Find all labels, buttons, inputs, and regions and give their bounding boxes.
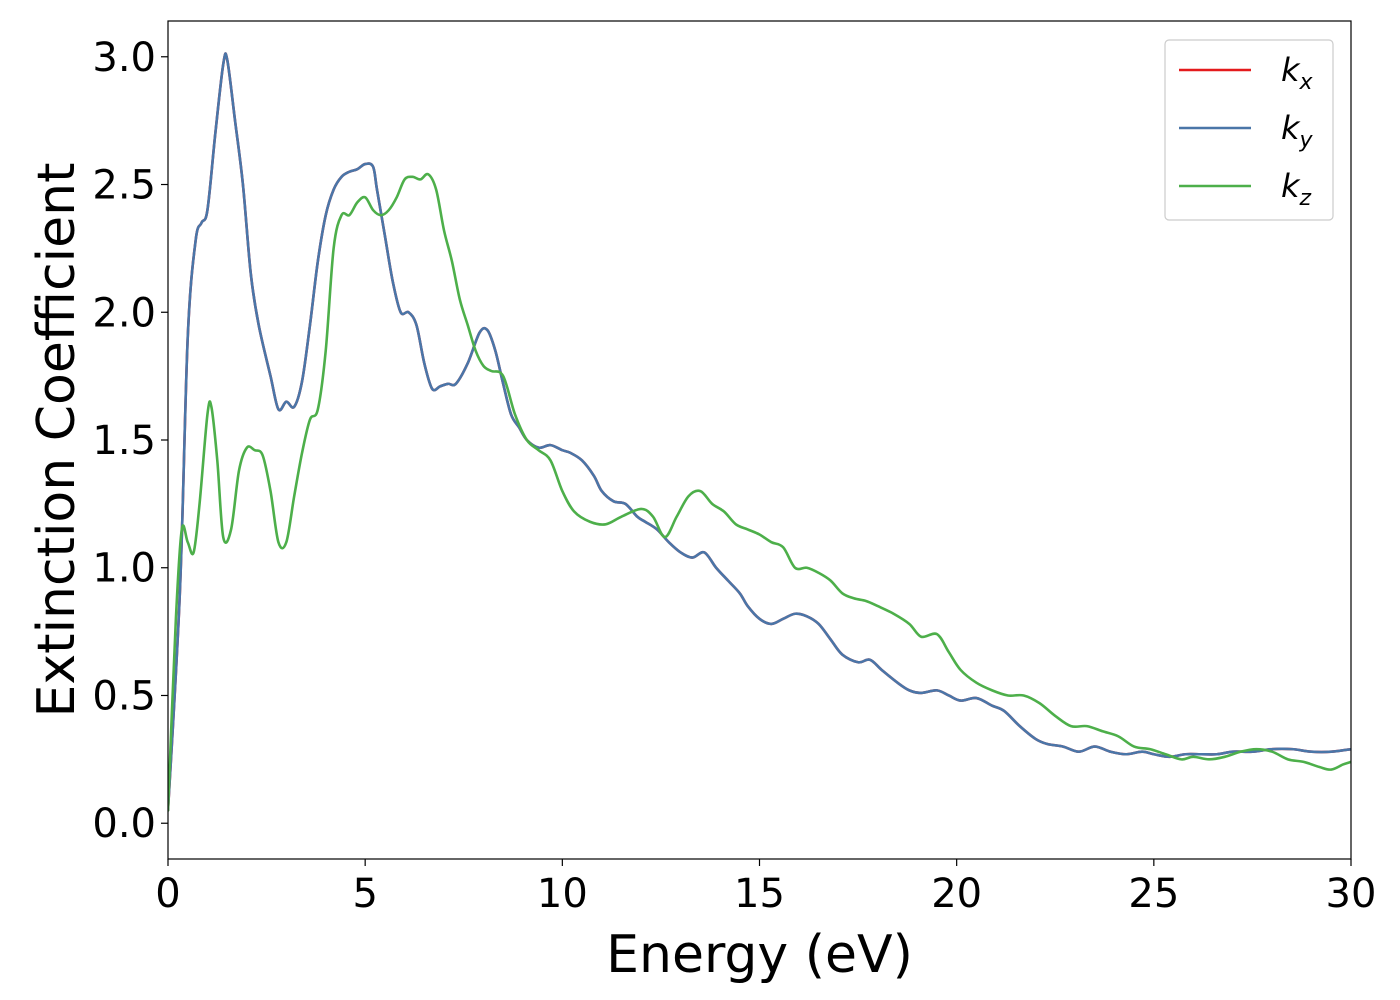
series-line-ky <box>168 52 1351 812</box>
y-tick-label: 1.0 <box>92 546 156 592</box>
x-tick-label: 15 <box>734 871 785 917</box>
y-tick-label: 0.5 <box>92 673 156 719</box>
x-tick-label: 0 <box>155 871 180 917</box>
legend-box <box>1164 39 1334 221</box>
legend-label-kx: kx <box>1281 51 1314 95</box>
x-tick-label: 10 <box>537 871 588 917</box>
x-axis-label: Energy (eV) <box>606 925 913 985</box>
y-tick-label: 2.5 <box>92 163 156 209</box>
y-tick-label: 2.0 <box>92 290 156 336</box>
y-tick-label: 0.0 <box>92 801 156 847</box>
series-line-kz <box>168 172 1351 812</box>
series-layer <box>168 52 1351 812</box>
x-axis-ticks: 0 5 10 15 20 25 30 <box>155 859 1376 917</box>
y-tick-label: 3.0 <box>92 35 156 81</box>
x-tick-label: 25 <box>1128 871 1179 917</box>
x-tick-label: 5 <box>352 871 377 917</box>
y-tick-label: 1.5 <box>92 418 156 464</box>
legend-label-kz: kz <box>1281 167 1312 211</box>
y-axis-label: Extinction Coefficient <box>27 163 87 718</box>
x-tick-label: 20 <box>931 871 982 917</box>
y-axis-ticks: 0.0 0.5 1.0 1.5 2.0 2.5 3.0 <box>92 35 168 847</box>
x-tick-label: 30 <box>1326 871 1377 917</box>
legend-label-ky: ky <box>1281 109 1314 153</box>
legend: kx ky kz <box>1164 39 1334 221</box>
